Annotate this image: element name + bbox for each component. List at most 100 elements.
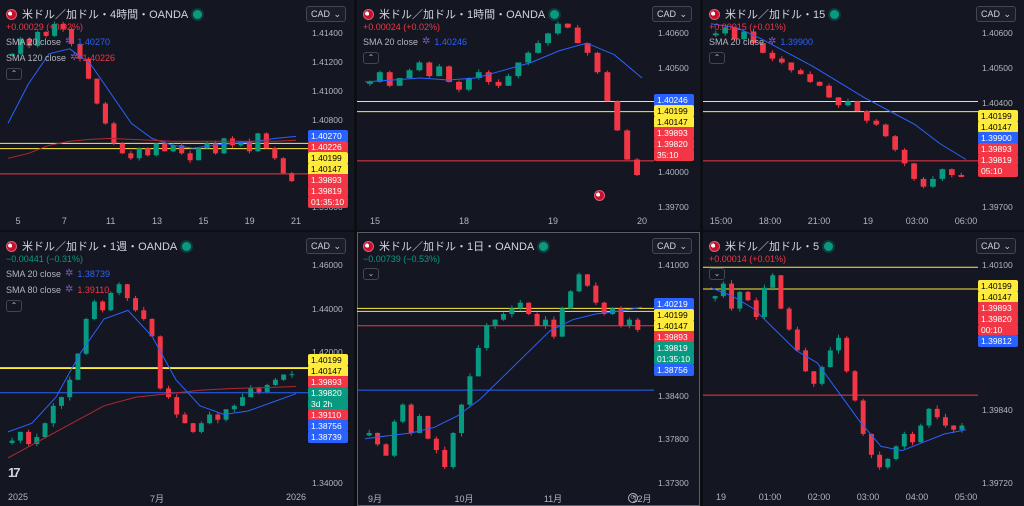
price-plot[interactable] [703, 232, 978, 490]
price-label-tag: 1.39893 [654, 127, 694, 139]
candle-body [852, 371, 858, 401]
price-label-tag: 1.40147 [978, 121, 1018, 133]
candle-body [515, 62, 522, 77]
price-label-tag: 3d 2h [308, 398, 348, 410]
currency-dropdown[interactable]: CAD ⌄ [976, 6, 1016, 22]
collapse-legend-button[interactable]: ⌄ [709, 268, 725, 280]
currency-dropdown[interactable]: CAD ⌄ [652, 238, 692, 254]
price-plot[interactable] [357, 232, 654, 490]
candle-body [85, 58, 92, 79]
candle-body [788, 62, 795, 71]
collapse-legend-button[interactable]: ⌄ [363, 268, 379, 280]
time-axis[interactable]: 2025 7月 2026 [0, 492, 308, 506]
price-axis[interactable]: 1.410001.406001.390001.384001.378001.373… [654, 232, 700, 490]
event-flag-icon[interactable] [594, 190, 605, 201]
candle-body [450, 433, 456, 467]
price-label-tag: 1.40199 [654, 309, 694, 321]
time-axis[interactable]: 5 7 11 13 15 19 21 [0, 216, 308, 230]
symbol-title[interactable]: 米ドル／加ドル・5 [709, 238, 834, 254]
candle-body [396, 78, 403, 86]
collapse-legend-button[interactable]: ⌃ [709, 52, 725, 64]
time-axis[interactable]: 15 18 19 20 [357, 216, 654, 230]
indicator-legend[interactable]: SMA 120 close ✲ 1.40226 [6, 52, 115, 63]
indicator-legend[interactable]: SMA 20 close ✲ 1.40270 [6, 36, 110, 47]
candle-body [797, 70, 804, 75]
price-plot[interactable] [0, 0, 308, 214]
candle-body [844, 337, 850, 372]
indicator-value: 1.40226 [82, 52, 115, 63]
price-change: −0.00739 (−0.53%) [363, 254, 441, 264]
candle-body [157, 336, 163, 389]
price-axis[interactable]: 1.406001.405001.404001.403001.400001.397… [978, 0, 1024, 214]
currency-dropdown[interactable]: CAD ⌄ [976, 238, 1016, 254]
settings-icon[interactable]: ✲ [65, 284, 74, 295]
settings-icon[interactable]: ✲ [768, 36, 777, 47]
chart-panel[interactable]: 米ドル／加ドル・4時間・OANDA +0.00029 (+0.02%) SMA 20… [0, 0, 354, 230]
price-change: +0.00029 (+0.02%) [6, 22, 84, 32]
price-plot[interactable] [703, 0, 978, 214]
symbol-title[interactable]: 米ドル／加ドル・1週・OANDA [6, 238, 192, 254]
price-axis[interactable]: 1.406001.405001.404001.403001.400001.397… [654, 0, 700, 214]
price-plot[interactable] [0, 232, 308, 490]
price-axis[interactable]: 1.414001.412001.410001.408001.406001.400… [308, 0, 354, 214]
currency-dropdown[interactable]: CAD ⌄ [306, 6, 346, 22]
candle-body [942, 417, 948, 426]
candle-body [816, 81, 823, 86]
time-tick: 19 [862, 216, 874, 226]
time-tick: 12月 [632, 494, 652, 504]
chart-panel[interactable]: 米ドル／加ドル・1時間・OANDA +0.00024 (+0.02%) SMA 20… [357, 0, 700, 230]
currency-label: CAD [981, 9, 1001, 19]
candle-body [949, 169, 955, 176]
settings-icon[interactable]: ✲ [422, 36, 431, 47]
symbol-title[interactable]: 米ドル／加ドル・15 [709, 6, 840, 22]
indicator-legend[interactable]: SMA 20 close ✲ 1.39900 [709, 36, 813, 47]
candle-body [426, 62, 433, 77]
candle-body [920, 178, 927, 187]
chevron-down-icon: ⌄ [333, 240, 341, 251]
settings-icon[interactable]: ✲ [65, 268, 74, 279]
candle-body [391, 421, 397, 456]
candle-body [885, 458, 891, 468]
candle-body [495, 81, 502, 86]
chart-panel[interactable]: 米ドル／加ドル・5 +0.00014 (+0.01%) ⌄ CAD ⌄ 1.40100 1.… [703, 232, 1024, 506]
time-axis[interactable]: 19 01:00 02:00 03:00 04:00 05:00 [703, 492, 978, 506]
currency-dropdown[interactable]: CAD ⌄ [652, 6, 692, 22]
flag-icon [709, 240, 720, 252]
time-axis[interactable]: 15:00 18:00 21:00 19 03:00 06:00 [703, 216, 978, 230]
candle-body [174, 397, 180, 415]
candle-body [102, 103, 108, 124]
symbol-title[interactable]: 米ドル／加ドル・1日・OANDA [363, 238, 549, 254]
candle-body [212, 143, 219, 154]
candle-body [951, 425, 957, 430]
collapse-legend-button[interactable]: ⌃ [6, 68, 22, 80]
price-plot[interactable] [357, 0, 654, 214]
candle-body [542, 319, 548, 326]
candle-body [939, 169, 946, 179]
chart-panel[interactable]: 米ドル／加ドル・1日・OANDA −0.00739 (−0.53%) ⌄ CAD ⌄ 1.… [357, 232, 700, 506]
sma-line-blue [364, 306, 643, 440]
candle-body [467, 376, 473, 405]
settings-icon[interactable]: ✲ [70, 52, 79, 63]
symbol-title[interactable]: 米ドル／加ドル・4時間・OANDA [6, 6, 203, 22]
candle-body [712, 33, 719, 36]
settings-icon[interactable]: ✲ [65, 36, 74, 47]
reset-scale-icon[interactable]: ⟳ [628, 493, 638, 503]
indicator-name: SMA 120 close [6, 52, 67, 63]
price-label-tag: 1.39893 [654, 331, 694, 343]
price-axis[interactable]: 1.401001.400001.398401.397201.401991.401… [978, 232, 1024, 490]
price-label-tag: 1.40199 [978, 280, 1018, 292]
candle-body [408, 404, 414, 433]
indicator-legend[interactable]: SMA 20 close ✲ 1.38739 [6, 268, 110, 279]
collapse-legend-button[interactable]: ⌃ [363, 52, 379, 64]
chart-panel[interactable]: 米ドル／加ドル・15 +0.00015 (+0.01%) SMA 20 close ✲… [703, 0, 1024, 230]
time-axis[interactable]: 9月 10月 11月 12月 [357, 492, 654, 506]
candle-body [811, 371, 817, 384]
symbol-title[interactable]: 米ドル／加ドル・1時間・OANDA [363, 6, 560, 22]
collapse-legend-button[interactable]: ⌃ [6, 300, 22, 312]
candle-body [517, 302, 523, 309]
currency-dropdown[interactable]: CAD ⌄ [306, 238, 346, 254]
chart-panel[interactable]: 米ドル／加ドル・1週・OANDA −0.00441 (−0.31%) SMA 20 … [0, 232, 354, 506]
indicator-legend[interactable]: SMA 80 close ✲ 1.39110 [6, 284, 109, 295]
indicator-legend[interactable]: SMA 20 close ✲ 1.40246 [363, 36, 467, 47]
price-axis[interactable]: 1.460001.440001.420001.380001.360001.340… [308, 232, 354, 490]
